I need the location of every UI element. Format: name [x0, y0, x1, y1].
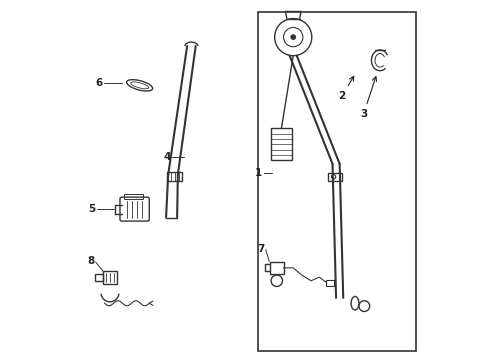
Bar: [326, 280, 334, 287]
Bar: [258, 12, 416, 351]
Bar: [95, 274, 103, 281]
Bar: [123, 194, 143, 199]
Text: 6: 6: [96, 78, 103, 88]
Text: 8: 8: [87, 256, 94, 266]
Text: 2: 2: [339, 76, 354, 101]
Bar: [328, 173, 342, 181]
Text: 7: 7: [257, 244, 265, 253]
Bar: [270, 262, 284, 274]
Text: 3: 3: [360, 77, 377, 119]
Text: 1: 1: [255, 168, 262, 178]
Text: 5: 5: [88, 203, 96, 213]
Bar: [168, 172, 182, 181]
Text: 4: 4: [163, 152, 171, 162]
Bar: [271, 128, 292, 160]
Circle shape: [291, 35, 296, 40]
Bar: [103, 271, 117, 284]
